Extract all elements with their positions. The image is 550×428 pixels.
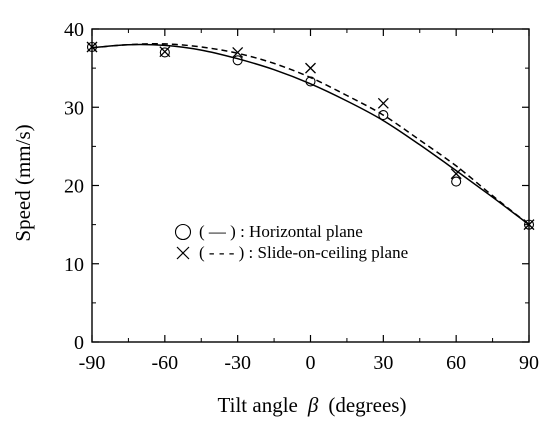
data-point-cross	[305, 62, 316, 74]
cross-stroke	[159, 46, 171, 58]
legend-label: ( - - - ) : Slide-on-ceiling plane	[199, 243, 408, 262]
plot-frame	[91, 28, 530, 343]
data-point-circle	[451, 176, 462, 187]
cross-stroke	[523, 219, 535, 231]
legend: ( — ) : Horizontal plane ( - - - ) : Slid…	[174, 222, 408, 262]
data-point-circle	[232, 55, 243, 66]
y-tick-label: 30	[64, 97, 84, 119]
fit-lines	[91, 43, 530, 226]
plot-border	[91, 28, 530, 343]
cross-stroke	[377, 97, 389, 109]
x-tick-label: 0	[306, 352, 316, 374]
data-point-cross	[86, 41, 98, 53]
x-axis-title: Tilt angle β (degrees)	[218, 393, 407, 417]
x-tick-label: -60	[151, 352, 178, 374]
data-point-circle	[305, 76, 316, 87]
axis-ticks	[91, 28, 530, 343]
y-tick-label: 10	[64, 254, 84, 276]
cross-stroke	[232, 47, 244, 58]
legend-circle-symbol	[174, 223, 192, 241]
cross-stroke	[86, 41, 98, 53]
x-tick-label: 30	[373, 352, 393, 374]
x-tick-label: -30	[224, 352, 251, 374]
data-point-cross	[377, 97, 389, 109]
data-point-circle	[159, 47, 170, 58]
data-point-cross	[159, 46, 171, 58]
fit-line-horizontal	[91, 43, 530, 226]
fit-line-ceiling	[91, 43, 530, 226]
cross-stroke	[176, 246, 190, 260]
cross-stroke	[305, 62, 316, 74]
x-tick-label: 90	[519, 352, 539, 374]
data-point-circle	[523, 219, 535, 230]
cross-stroke	[450, 168, 462, 180]
x-tick-label: 60	[446, 352, 466, 374]
tick-labels: -90 -60 -30 0 30 60 90 0 10 20 30 40	[64, 19, 539, 374]
x-tick-label: -90	[79, 352, 106, 374]
data-point-cross	[232, 47, 244, 58]
y-tick-label: 40	[64, 19, 84, 41]
legend-cross-symbol	[176, 246, 190, 260]
data-point-cross	[523, 219, 535, 231]
data-point-circle	[378, 110, 389, 121]
y-axis-title: Speed (mm/s)	[11, 124, 35, 241]
data-point-cross	[450, 168, 462, 180]
data-markers	[86, 41, 535, 231]
legend-label: ( — ) : Horizontal plane	[199, 222, 363, 241]
y-tick-label: 0	[74, 332, 84, 354]
y-tick-label: 20	[64, 176, 84, 198]
data-point-circle	[86, 41, 98, 53]
